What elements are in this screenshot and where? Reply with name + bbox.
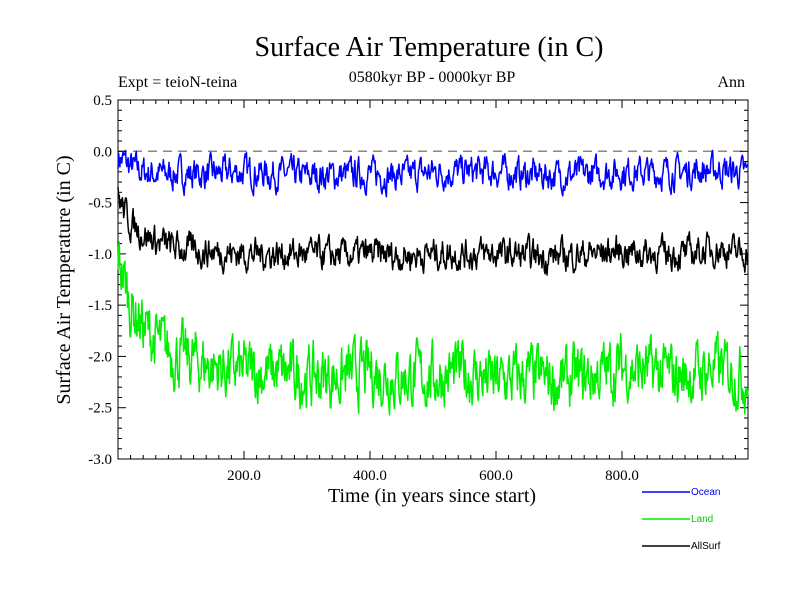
y-tick-label: -2.5 — [88, 401, 112, 417]
y-tick-label: 0.5 — [93, 93, 112, 109]
tick-labels: 200.0 400.0 600.0 800.0 0.5 0.0 -0.5 -1.0 -1.5 -2… — [88, 93, 639, 484]
x-tick-label: 200.0 — [227, 468, 261, 484]
legend-label: AllSurf — [691, 541, 721, 552]
y-tick-label: -0.5 — [88, 196, 112, 212]
legend-label: Ocean — [691, 487, 720, 498]
legend: Ocean Land AllSurf — [642, 487, 721, 552]
y-tick-label: -3.0 — [88, 452, 112, 468]
y-tick-label: -1.5 — [88, 298, 112, 314]
axes — [117, 99, 749, 460]
y-axis-label: Surface Air Temperature (in C) — [53, 155, 75, 404]
series-line-land — [117, 241, 749, 416]
x-tick-label: 600.0 — [479, 468, 513, 484]
series-line-allsurf — [117, 186, 749, 276]
legend-label: Land — [691, 514, 713, 525]
legend-item-ocean: Ocean — [642, 487, 720, 498]
legend-item-allsurf: AllSurf — [642, 541, 721, 552]
experiment-label: Expt = teioN-teina — [118, 74, 237, 91]
y-tick-label: -1.0 — [88, 247, 112, 263]
chart-subtitle: 0580kyr BP - 0000kyr BP — [349, 69, 516, 86]
season-label: Ann — [717, 74, 745, 91]
x-tick-label: 400.0 — [353, 468, 387, 484]
x-tick-label: 800.0 — [605, 468, 639, 484]
y-tick-label: 0.0 — [93, 144, 112, 160]
x-axis-label: Time (in years since start) — [328, 485, 536, 507]
series-line-ocean — [117, 149, 749, 198]
plot-frame — [117, 99, 749, 460]
chart-title: Surface Air Temperature (in C) — [255, 32, 604, 63]
y-tick-label: -2.0 — [88, 349, 112, 365]
legend-item-land: Land — [642, 514, 713, 525]
series-layer — [117, 149, 749, 416]
